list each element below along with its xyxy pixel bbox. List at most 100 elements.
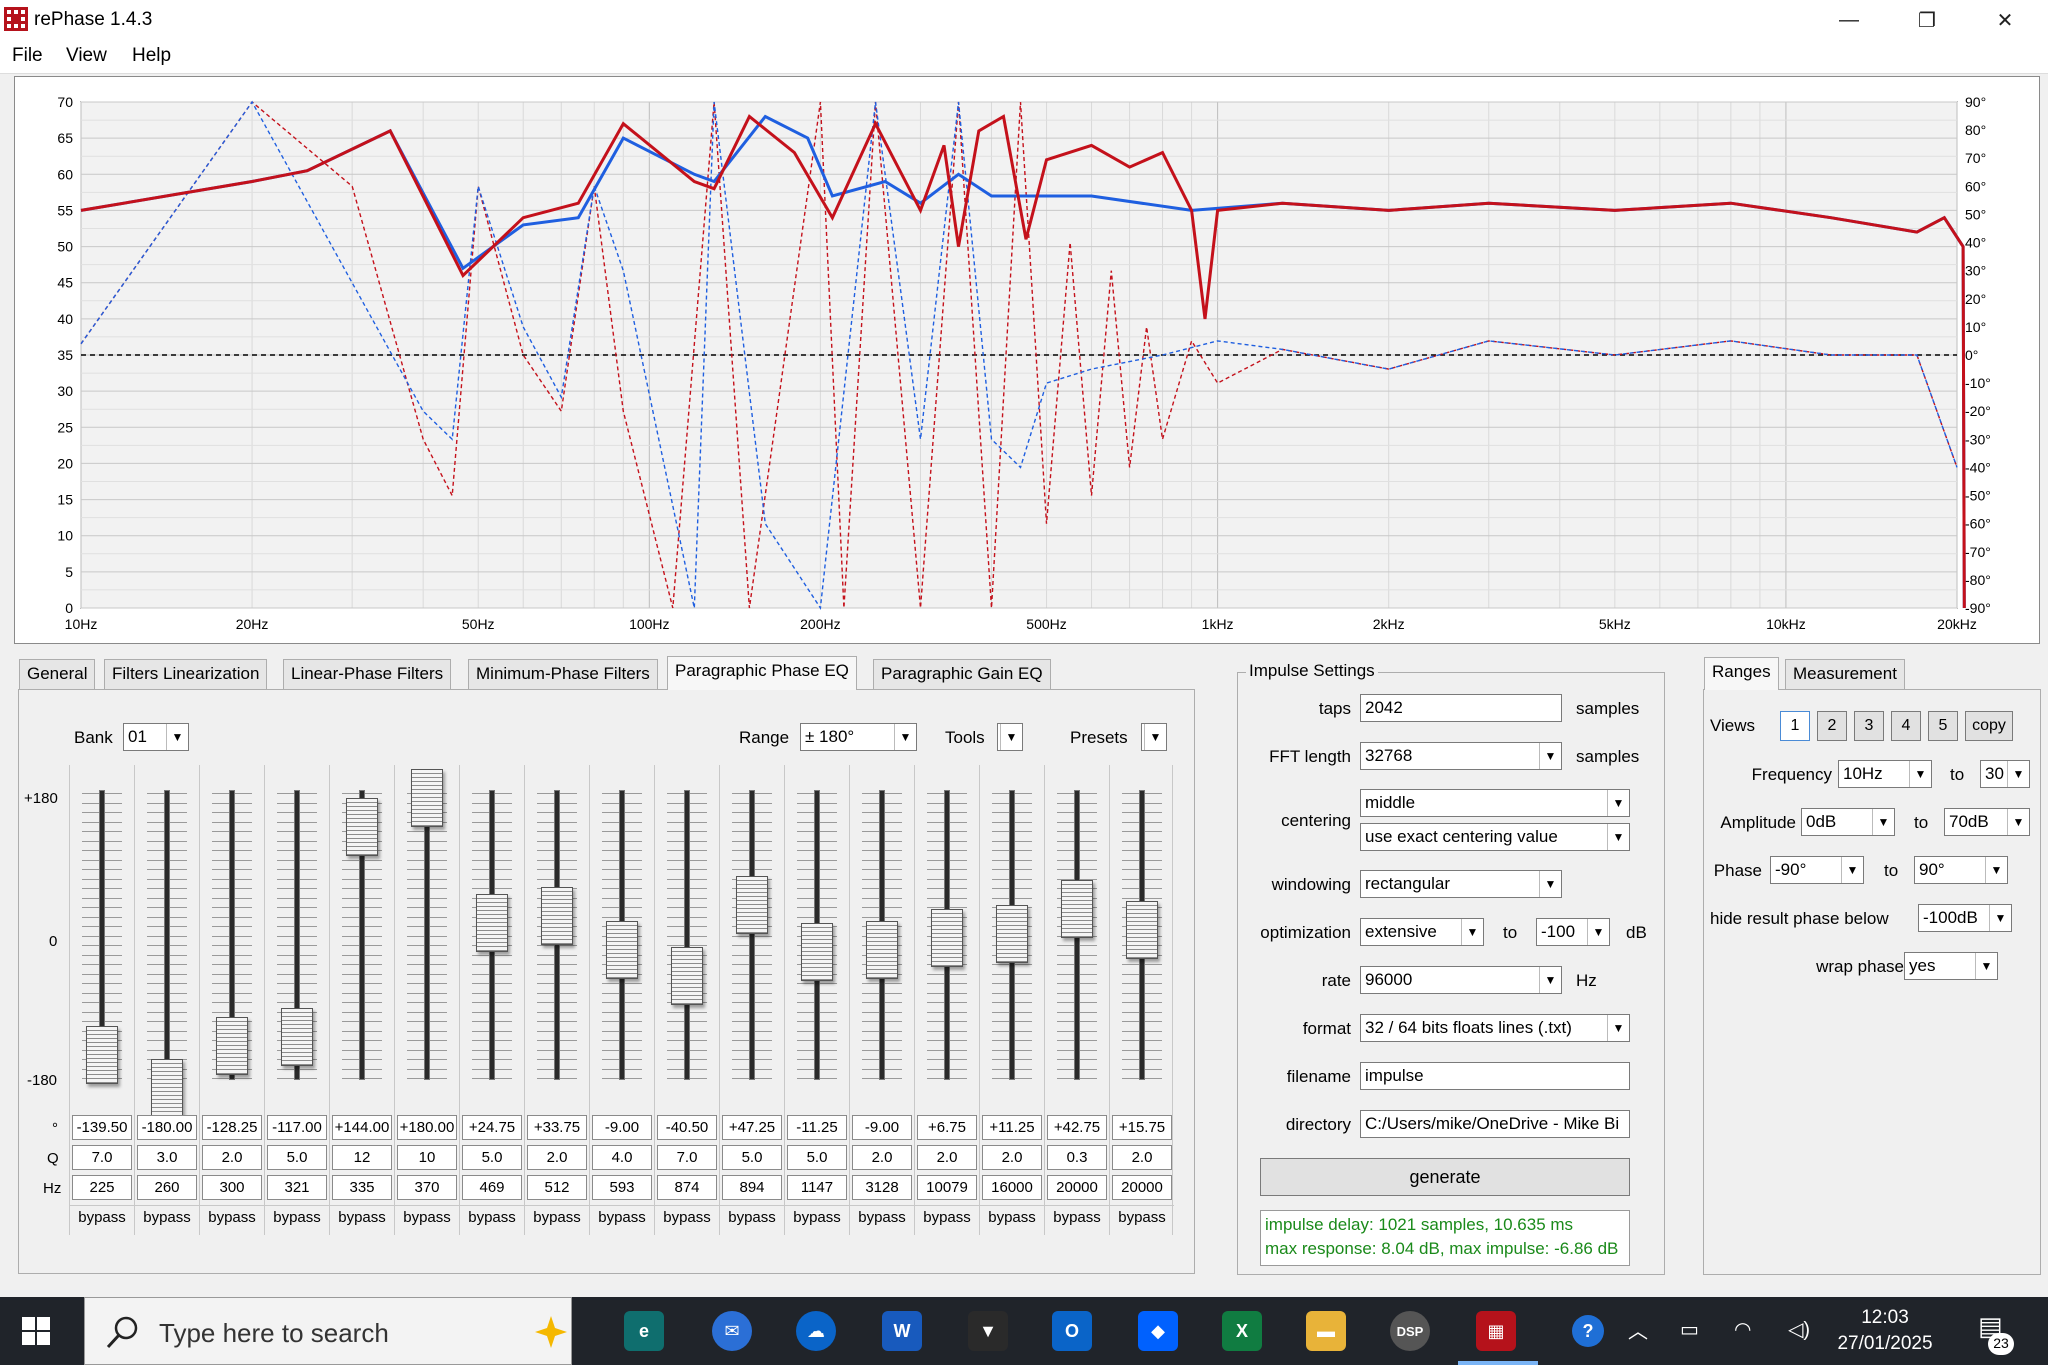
frequency-from-select[interactable]: 10Hz ▼ bbox=[1838, 760, 1932, 788]
bypass-toggle[interactable]: bypass bbox=[590, 1205, 654, 1230]
amplitude-to-select[interactable]: 70dB ▼ bbox=[1944, 808, 2030, 836]
frequency-input[interactable]: 874 bbox=[657, 1175, 717, 1200]
phase-slider-thumb[interactable] bbox=[801, 923, 833, 982]
phase-degrees-input[interactable]: -139.50 bbox=[72, 1115, 132, 1140]
bypass-toggle[interactable]: bypass bbox=[720, 1205, 784, 1230]
phase-degrees-input[interactable]: +11.25 bbox=[982, 1115, 1042, 1140]
windowing-select[interactable]: rectangular ▼ bbox=[1360, 870, 1562, 898]
bypass-toggle[interactable]: bypass bbox=[1110, 1205, 1174, 1230]
tools-menu-button[interactable]: ▼ bbox=[997, 723, 1023, 751]
phase-degrees-input[interactable]: +144.00 bbox=[332, 1115, 392, 1140]
q-input[interactable]: 12 bbox=[332, 1145, 392, 1170]
close-button[interactable]: ✕ bbox=[1996, 9, 2014, 32]
onedrive-icon[interactable]: ☁ bbox=[796, 1311, 836, 1351]
phase-degrees-input[interactable]: +6.75 bbox=[917, 1115, 977, 1140]
phase-slider-thumb[interactable] bbox=[541, 886, 573, 945]
tab-linear-phase-filters[interactable]: Linear-Phase Filters bbox=[283, 659, 452, 689]
frequency-input[interactable]: 321 bbox=[267, 1175, 327, 1200]
dropbox-icon[interactable]: ◆ bbox=[1138, 1311, 1178, 1351]
generate-button[interactable]: generate bbox=[1260, 1158, 1630, 1196]
frequency-input[interactable]: 225 bbox=[72, 1175, 132, 1200]
taps-input[interactable]: 2042 bbox=[1360, 694, 1562, 722]
format-select[interactable]: 32 / 64 bits floats lines (.txt) ▼ bbox=[1360, 1014, 1630, 1042]
filename-input[interactable]: impulse bbox=[1360, 1062, 1630, 1090]
minimize-button[interactable]: — bbox=[1839, 8, 1859, 31]
thunderbird-icon[interactable]: ✉ bbox=[712, 1311, 752, 1351]
phase-slider-thumb[interactable] bbox=[151, 1059, 183, 1117]
frequency-input[interactable]: 512 bbox=[527, 1175, 587, 1200]
word-icon[interactable]: W bbox=[882, 1311, 922, 1351]
q-input[interactable]: 2.0 bbox=[527, 1145, 587, 1170]
q-input[interactable]: 5.0 bbox=[462, 1145, 522, 1170]
menu-file[interactable]: File bbox=[12, 45, 43, 66]
phase-slider-thumb[interactable] bbox=[216, 1017, 248, 1076]
phase-slider-thumb[interactable] bbox=[996, 904, 1028, 963]
phase-slider-thumb[interactable] bbox=[476, 894, 508, 953]
maximize-button[interactable]: ❐ bbox=[1918, 9, 1936, 32]
view-3-button[interactable]: 3 bbox=[1854, 711, 1884, 741]
fft-length-select[interactable]: 32768 ▼ bbox=[1360, 742, 1562, 770]
phase-from-select[interactable]: -90° ▼ bbox=[1770, 856, 1864, 884]
q-input[interactable]: 7.0 bbox=[657, 1145, 717, 1170]
frequency-input[interactable]: 20000 bbox=[1112, 1175, 1172, 1200]
bypass-toggle[interactable]: bypass bbox=[785, 1205, 849, 1230]
q-input[interactable]: 2.0 bbox=[1112, 1145, 1172, 1170]
directory-input[interactable]: C:/Users/mike/OneDrive - Mike Bi bbox=[1360, 1110, 1630, 1138]
dsp-app-icon[interactable]: DSP bbox=[1390, 1311, 1430, 1351]
phase-slider-thumb[interactable] bbox=[281, 1008, 313, 1067]
phase-slider-thumb[interactable] bbox=[1061, 879, 1093, 938]
edge-icon[interactable]: e bbox=[624, 1311, 664, 1351]
phase-slider-thumb[interactable] bbox=[671, 946, 703, 1005]
bypass-toggle[interactable]: bypass bbox=[525, 1205, 589, 1230]
frequency-input[interactable]: 370 bbox=[397, 1175, 457, 1200]
phase-degrees-input[interactable]: +24.75 bbox=[462, 1115, 522, 1140]
phase-slider-thumb[interactable] bbox=[866, 921, 898, 980]
phase-slider-track[interactable] bbox=[164, 790, 170, 1080]
phase-slider-thumb[interactable] bbox=[736, 875, 768, 934]
tab-minimum-phase-filters[interactable]: Minimum-Phase Filters bbox=[468, 659, 658, 689]
tab-measurement[interactable]: Measurement bbox=[1785, 659, 1905, 689]
optimization-db-select[interactable]: -100 ▼ bbox=[1536, 918, 1610, 946]
rate-select[interactable]: 96000 ▼ bbox=[1360, 966, 1562, 994]
q-input[interactable]: 2.0 bbox=[982, 1145, 1042, 1170]
presets-menu-button[interactable]: ▼ bbox=[1141, 723, 1167, 751]
q-input[interactable]: 7.0 bbox=[72, 1145, 132, 1170]
fox-app-icon[interactable]: ▼ bbox=[968, 1311, 1008, 1351]
frequency-input[interactable]: 300 bbox=[202, 1175, 262, 1200]
bypass-toggle[interactable]: bypass bbox=[265, 1205, 329, 1230]
phase-degrees-input[interactable]: -117.00 bbox=[267, 1115, 327, 1140]
q-input[interactable]: 2.0 bbox=[202, 1145, 262, 1170]
view-1-button[interactable]: 1 bbox=[1780, 711, 1810, 741]
phase-slider-thumb[interactable] bbox=[411, 769, 443, 827]
bypass-toggle[interactable]: bypass bbox=[330, 1205, 394, 1230]
rephase-taskbar-icon[interactable]: ▦ bbox=[1476, 1311, 1516, 1351]
frequency-input[interactable]: 20000 bbox=[1047, 1175, 1107, 1200]
frequency-input[interactable]: 10079 bbox=[917, 1175, 977, 1200]
q-input[interactable]: 5.0 bbox=[722, 1145, 782, 1170]
bypass-toggle[interactable]: bypass bbox=[200, 1205, 264, 1230]
file-explorer-icon[interactable]: ▬ bbox=[1306, 1311, 1346, 1351]
phase-slider-track[interactable] bbox=[359, 790, 365, 1080]
frequency-input[interactable]: 335 bbox=[332, 1175, 392, 1200]
view-2-button[interactable]: 2 bbox=[1817, 711, 1847, 741]
phase-degrees-input[interactable]: -180.00 bbox=[137, 1115, 197, 1140]
hide-phase-select[interactable]: -100dB ▼ bbox=[1918, 904, 2012, 932]
tab-paragraphic-gain-eq[interactable]: Paragraphic Gain EQ bbox=[873, 659, 1051, 689]
view-4-button[interactable]: 4 bbox=[1891, 711, 1921, 741]
bypass-toggle[interactable]: bypass bbox=[460, 1205, 524, 1230]
bypass-toggle[interactable]: bypass bbox=[850, 1205, 914, 1230]
range-select[interactable]: ± 180° ▼ bbox=[800, 723, 917, 751]
q-input[interactable]: 5.0 bbox=[787, 1145, 847, 1170]
phase-slider-track[interactable] bbox=[294, 790, 300, 1080]
wrap-phase-select[interactable]: yes ▼ bbox=[1904, 952, 1998, 980]
tab-filters-linearization[interactable]: Filters Linearization bbox=[104, 659, 268, 689]
view-5-button[interactable]: 5 bbox=[1928, 711, 1958, 741]
frequency-input[interactable]: 3128 bbox=[852, 1175, 912, 1200]
outlook-icon[interactable]: O bbox=[1052, 1311, 1092, 1351]
phase-degrees-input[interactable]: +15.75 bbox=[1112, 1115, 1172, 1140]
menu-view[interactable]: View bbox=[66, 45, 107, 66]
phase-degrees-input[interactable]: +47.25 bbox=[722, 1115, 782, 1140]
wifi-icon[interactable]: ◠ bbox=[1734, 1319, 1752, 1341]
phase-slider-thumb[interactable] bbox=[346, 798, 378, 856]
frequency-input[interactable]: 593 bbox=[592, 1175, 652, 1200]
